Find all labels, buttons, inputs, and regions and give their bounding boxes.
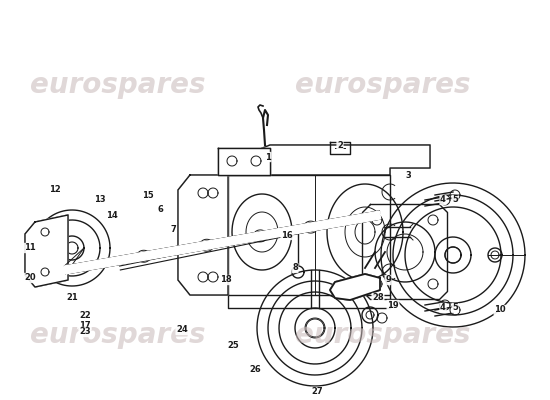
Polygon shape — [64, 211, 381, 274]
Text: 2: 2 — [337, 140, 343, 150]
Text: 28: 28 — [372, 294, 384, 302]
Text: 20: 20 — [24, 274, 36, 282]
Text: eurospares: eurospares — [295, 321, 470, 349]
Polygon shape — [178, 175, 228, 295]
Text: 24: 24 — [176, 326, 188, 334]
Polygon shape — [25, 215, 68, 287]
Text: eurospares: eurospares — [30, 321, 206, 349]
Text: 5: 5 — [452, 304, 458, 312]
Text: 1: 1 — [265, 152, 271, 162]
Text: eurospares: eurospares — [30, 71, 206, 99]
Text: 11: 11 — [24, 244, 36, 252]
Text: 12: 12 — [49, 186, 61, 194]
Text: 16: 16 — [281, 230, 293, 240]
Text: 25: 25 — [227, 340, 239, 350]
Text: 4: 4 — [440, 196, 446, 204]
Text: 9: 9 — [385, 276, 391, 284]
Text: 8: 8 — [292, 264, 298, 272]
Polygon shape — [218, 148, 270, 175]
Text: 13: 13 — [94, 196, 106, 204]
Text: 15: 15 — [142, 190, 154, 200]
Text: 6: 6 — [157, 206, 163, 214]
Text: 4: 4 — [440, 304, 446, 312]
Text: 3: 3 — [405, 170, 411, 180]
Text: 26: 26 — [249, 366, 261, 374]
Text: 10: 10 — [494, 306, 506, 314]
Polygon shape — [330, 274, 380, 300]
Text: 5: 5 — [452, 196, 458, 204]
Text: eurospares: eurospares — [295, 71, 470, 99]
Text: 23: 23 — [79, 328, 91, 336]
Polygon shape — [228, 145, 430, 175]
Text: 17: 17 — [79, 320, 91, 330]
Text: 27: 27 — [311, 388, 323, 396]
Text: 22: 22 — [79, 310, 91, 320]
Text: 19: 19 — [387, 300, 399, 310]
Text: 7: 7 — [170, 226, 176, 234]
Text: 18: 18 — [220, 276, 232, 284]
Text: 14: 14 — [106, 210, 118, 220]
Text: 21: 21 — [66, 294, 78, 302]
